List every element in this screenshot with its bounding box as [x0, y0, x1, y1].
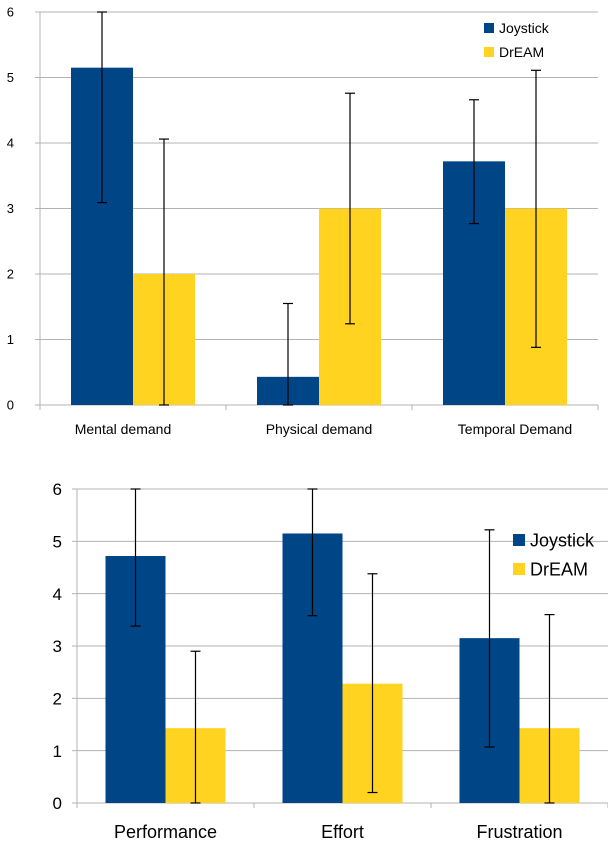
legend-label-joystick: Joystick [499, 20, 550, 36]
category-label: Temporal Demand [458, 421, 572, 437]
legend-swatch-dream [484, 47, 494, 57]
legend-label-dream: DrEAM [499, 44, 544, 60]
y-tick-label: 3 [7, 201, 14, 216]
y-tick-label: 3 [53, 637, 62, 656]
y-tick-label: 1 [53, 742, 62, 761]
y-tick-label: 2 [53, 689, 62, 708]
y-tick-label: 5 [53, 532, 62, 551]
legend-label-dream: DrEAM [530, 559, 588, 579]
chart-top: 0 1 2 3 4 5 6 Mental demand Physical demand Tempo… [7, 5, 599, 437]
category-label: Effort [321, 822, 364, 842]
category-label: Performance [114, 822, 217, 842]
y-tick-label: 6 [7, 5, 14, 20]
legend-swatch-joystick [484, 23, 494, 33]
legend-swatch-dream [513, 563, 525, 575]
y-tick-label: 0 [53, 794, 62, 813]
legend-swatch-joystick [513, 534, 525, 546]
y-tick-label: 1 [7, 332, 14, 347]
category-label: Frustration [476, 822, 562, 842]
category-label: Physical demand [266, 421, 373, 437]
y-tick-label: 2 [7, 267, 14, 282]
y-tick-label: 4 [7, 136, 14, 151]
y-tick-label: 0 [7, 398, 14, 413]
y-tick-label: 4 [53, 585, 62, 604]
y-tick-label: 5 [7, 70, 14, 85]
legend-label-joystick: Joystick [530, 530, 595, 550]
category-label: Mental demand [75, 421, 172, 437]
y-tick-label: 6 [53, 480, 62, 499]
chart-bottom: 0 1 2 3 4 5 6 Performance Effort Frustration Joyst… [53, 480, 608, 842]
